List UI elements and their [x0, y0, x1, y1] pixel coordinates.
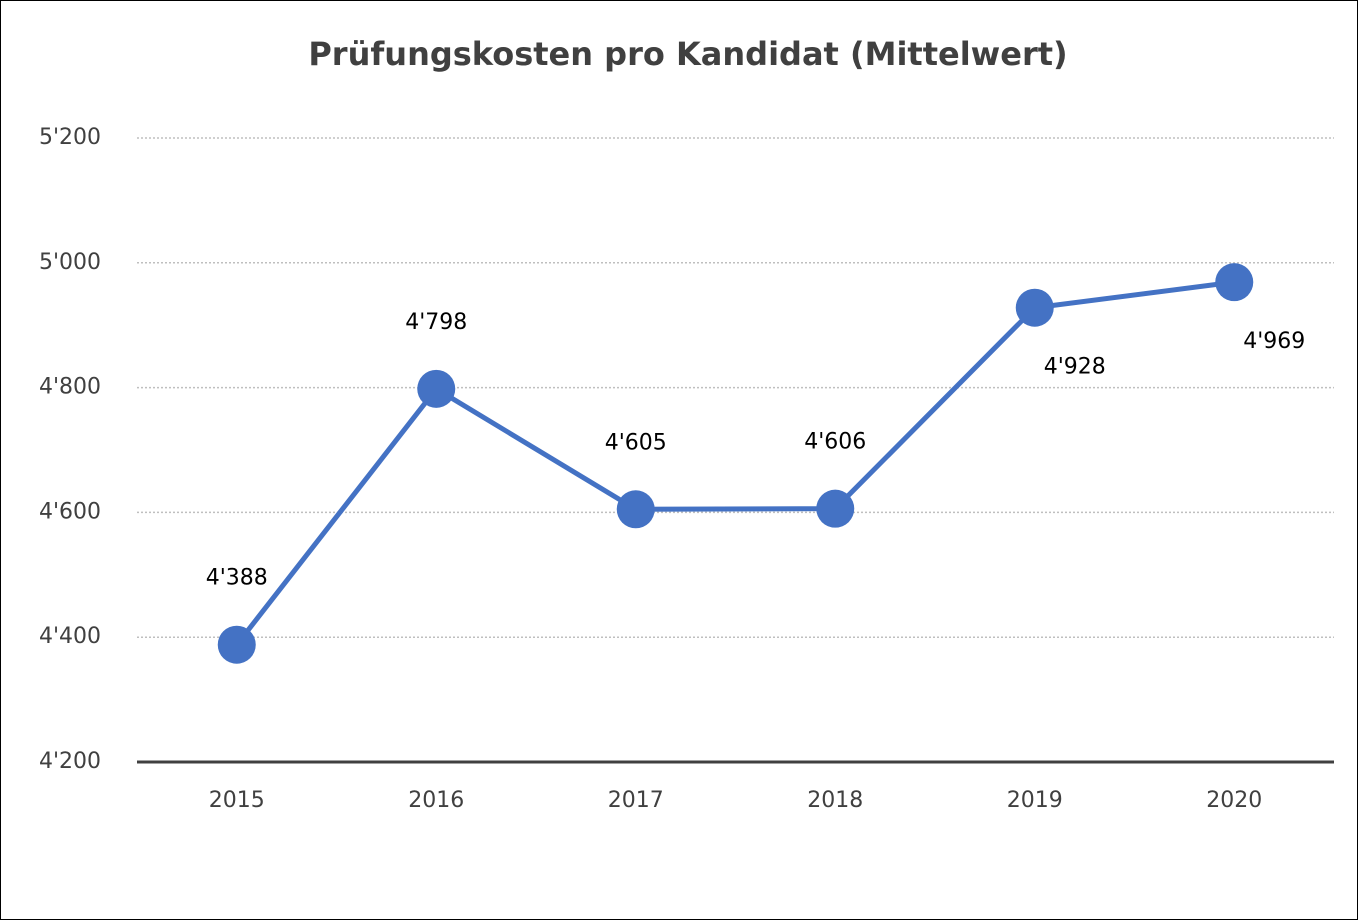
data-point	[1015, 288, 1054, 327]
data-label: 4'388	[206, 566, 268, 591]
data-point	[1215, 263, 1254, 302]
x-tick-label: 2018	[807, 788, 863, 813]
data-point	[417, 369, 456, 408]
y-tick-label: 5'000	[39, 250, 101, 275]
x-tick-label: 2016	[408, 788, 464, 813]
chart-title: Prüfungskosten pro Kandidat (Mittelwert)	[308, 35, 1067, 73]
x-tick-label: 2017	[608, 788, 664, 813]
x-tick-label: 2015	[209, 788, 265, 813]
data-label: 4'605	[605, 430, 667, 455]
data-point	[816, 489, 855, 528]
data-label: 4'928	[1044, 355, 1106, 380]
x-tick-label: 2020	[1206, 788, 1262, 813]
y-tick-label: 5'200	[39, 125, 101, 150]
data-point	[217, 625, 256, 664]
y-tick-label: 4'200	[39, 749, 101, 774]
y-tick-label: 4'400	[39, 624, 101, 649]
y-tick-label: 4'600	[39, 499, 101, 524]
data-label: 4'969	[1243, 329, 1305, 354]
y-tick-label: 4'800	[39, 375, 101, 400]
data-point	[616, 490, 655, 529]
data-label: 4'798	[405, 310, 467, 335]
data-label: 4'606	[804, 430, 866, 455]
series-line	[234, 279, 1235, 647]
x-tick-label: 2019	[1007, 788, 1063, 813]
